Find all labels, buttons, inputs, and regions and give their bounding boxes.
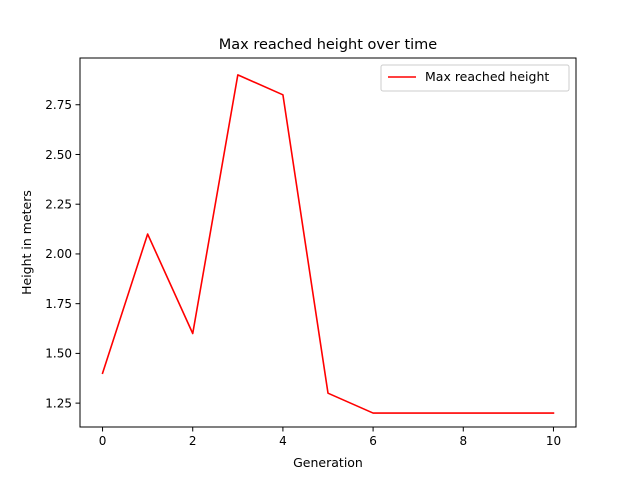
plot-area <box>79 57 577 428</box>
x-tick-label: 10 <box>546 434 561 448</box>
legend-label-max-reached-height: Max reached height <box>425 69 549 84</box>
y-axis-label: Height in meters <box>19 190 34 295</box>
x-axis-ticks: 0 2 4 6 8 10 <box>99 427 561 448</box>
x-tick-label: 4 <box>279 434 287 448</box>
y-tick-label: 1.50 <box>45 347 72 361</box>
legend-box <box>380 64 570 92</box>
chart-title: Max reached height over time <box>219 37 438 53</box>
plot-frame <box>79 57 577 428</box>
x-axis-label: Generation <box>293 455 363 470</box>
x-tick-label: 6 <box>369 434 377 448</box>
y-tick-label: 2.75 <box>45 98 72 112</box>
legend: Max reached height <box>380 64 570 92</box>
series-line-max-reached-height <box>101 74 555 414</box>
y-tick-label: 1.25 <box>45 396 72 410</box>
x-tick-label: 0 <box>99 434 107 448</box>
y-tick-label: 1.75 <box>45 297 72 311</box>
y-axis-ticks: 1.25 1.50 1.75 2.00 2.25 2.50 2.75 <box>45 98 80 410</box>
x-tick-label: 2 <box>189 434 197 448</box>
y-tick-label: 2.00 <box>45 247 72 261</box>
series-layer <box>101 74 555 414</box>
y-tick-label: 2.50 <box>45 148 72 162</box>
x-tick-label: 8 <box>459 434 467 448</box>
y-tick-label: 2.25 <box>45 198 72 212</box>
